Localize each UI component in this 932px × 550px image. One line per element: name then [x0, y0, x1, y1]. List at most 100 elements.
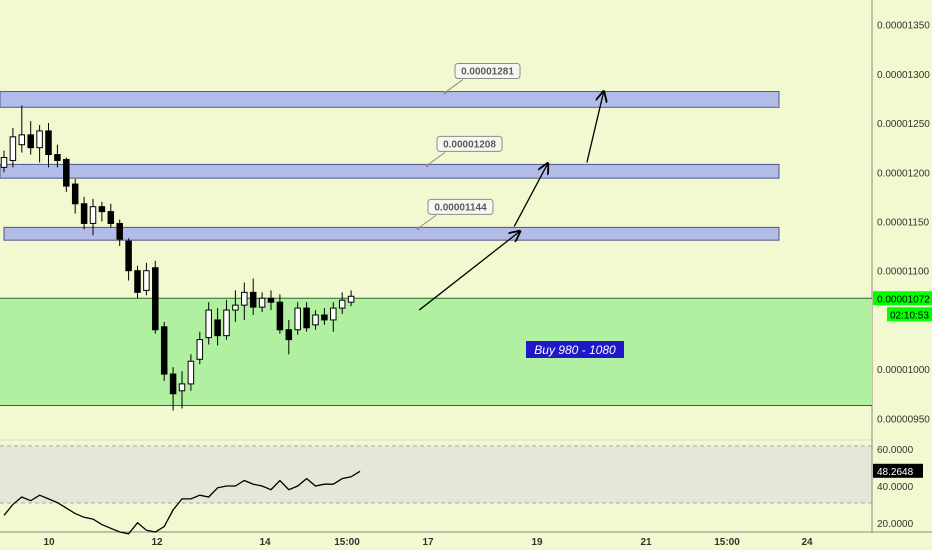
oscillator [3, 470, 361, 535]
bearish-candle-body [285, 329, 293, 341]
bearish-candle-body [98, 206, 106, 213]
time-axis-labels: 10 12 14 15:00 17 19 21 15:00 24 [43, 537, 813, 548]
price-tick-label: 0.00001000 [877, 365, 930, 376]
callout-pointer [417, 214, 437, 229]
bullish-candle-body [294, 307, 301, 331]
callout-pointer [426, 151, 446, 166]
bullish-candle-body [241, 291, 248, 306]
bullish-candle-body [18, 134, 26, 146]
price-tick-label: 0.00001300 [877, 70, 930, 81]
resistance-zone[interactable] [0, 163, 780, 179]
bullish-candle-body [36, 130, 43, 149]
bearish-candle-body [152, 267, 159, 331]
callout-anchor-dot [443, 90, 447, 95]
time-tick-label: 17 [422, 537, 434, 548]
bullish-candle-body [223, 309, 230, 337]
bearish-candle-body [45, 130, 52, 156]
target-arrows[interactable] [418, 92, 604, 311]
target-arrow[interactable] [418, 231, 520, 311]
candle [347, 290, 355, 307]
target-arrow[interactable] [586, 92, 604, 163]
candle [267, 290, 275, 311]
price-callout[interactable]: 0.00001144 [416, 198, 494, 230]
bearish-candle-body [160, 326, 168, 375]
time-tick-label: 10 [43, 537, 55, 548]
bullish-candle-body [89, 206, 97, 224]
candle [0, 150, 8, 173]
bullish-candle-body [0, 156, 8, 168]
candle [143, 262, 150, 296]
bullish-candle-body [232, 304, 239, 311]
bearish-candle-body [54, 154, 61, 161]
countdown-value: 02:10:53 [890, 310, 929, 321]
candle [27, 121, 34, 155]
time-tick-label: 14 [259, 537, 271, 548]
buy-zone[interactable] [0, 297, 872, 407]
bullish-candle-body [143, 270, 150, 291]
callout-anchor-dot [425, 163, 429, 167]
bearish-candle-body [169, 373, 177, 395]
candle [54, 144, 61, 168]
callout-box [436, 135, 503, 152]
bearish-candle-body [321, 314, 328, 321]
oscillator-current-value: 48.2648 [877, 467, 914, 478]
candle [98, 201, 106, 222]
candle [71, 179, 79, 214]
candlesticks [0, 105, 355, 411]
bullish-candle-body [205, 309, 212, 339]
resistance-zone[interactable] [0, 91, 780, 108]
candle [187, 354, 195, 391]
bullish-candle-body [330, 307, 337, 321]
bearish-candle-body [63, 158, 70, 187]
candle [169, 367, 177, 411]
candle [45, 123, 52, 168]
candle [338, 292, 346, 315]
bullish-candle-body [196, 339, 204, 360]
bullish-candle-body [347, 295, 355, 303]
bearish-candle-body [267, 297, 275, 303]
price-tick-label: 0.00001250 [877, 119, 930, 130]
bearish-candle-body [125, 240, 132, 272]
price-callout[interactable]: 0.00001281 [443, 63, 521, 95]
bullish-candle-body [187, 360, 195, 385]
candle [36, 125, 43, 163]
price-tick-label: 0.00001350 [877, 21, 930, 32]
oscillator-axis-labels: 60.0000 40.0000 20.0000 [877, 445, 914, 530]
price-callout[interactable]: 0.00001208 [425, 135, 503, 167]
candle [312, 310, 319, 330]
oscillator-tick-label: 20.0000 [877, 519, 914, 530]
time-tick-label: 15:00 [714, 537, 740, 548]
candle [196, 331, 204, 365]
price-tick-label: 0.00001100 [877, 267, 930, 278]
candle [89, 198, 97, 236]
callout-label: 0.00001281 [461, 67, 514, 78]
target-arrow[interactable] [513, 163, 548, 227]
candle [285, 319, 293, 355]
candle [116, 219, 123, 247]
candle [223, 300, 230, 340]
callout-label: 0.00001208 [443, 139, 496, 150]
bearish-candle-body [214, 319, 221, 337]
callout-anchor-dot [416, 226, 420, 230]
resistance-zone[interactable] [3, 226, 780, 241]
candle [9, 127, 17, 168]
callout-label: 0.00001144 [434, 202, 487, 213]
oscillator-tick-label: 60.0000 [877, 445, 914, 456]
price-callouts[interactable]: 0.00001281 0.00001208 0.00001144 [416, 63, 521, 230]
time-tick-label: 12 [151, 537, 163, 548]
candle [160, 321, 168, 381]
callout-pointer [444, 79, 464, 93]
bearish-candle-body [303, 307, 310, 329]
candle [107, 203, 115, 228]
candle [303, 302, 310, 332]
candle [294, 302, 301, 335]
bearish-candle-body [134, 270, 141, 293]
callout-box [427, 198, 494, 215]
candle [232, 290, 239, 322]
buy-zone-fill [0, 298, 872, 406]
candle [125, 238, 132, 281]
resistance-zones[interactable] [0, 91, 780, 241]
bearish-candle-body [27, 134, 34, 149]
callout-box [454, 63, 521, 80]
